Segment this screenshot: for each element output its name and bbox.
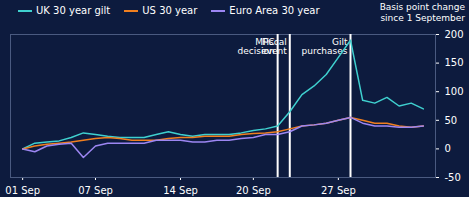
svg-text:-50: -50 [445,172,461,183]
svg-text:100: 100 [445,86,464,97]
svg-text:200: 200 [445,29,464,40]
svg-text:01 Sep: 01 Sep [5,185,40,196]
svg-text:50: 50 [445,115,458,126]
svg-text:Fiscalevent: Fiscalevent [261,37,287,56]
svg-text:0: 0 [445,143,451,154]
svg-text:27 Sep: 27 Sep [321,185,356,196]
svg-text:150: 150 [445,57,464,68]
svg-text:14 Sep: 14 Sep [163,185,198,196]
svg-text:07 Sep: 07 Sep [78,185,113,196]
svg-text:20 Sep: 20 Sep [236,185,271,196]
